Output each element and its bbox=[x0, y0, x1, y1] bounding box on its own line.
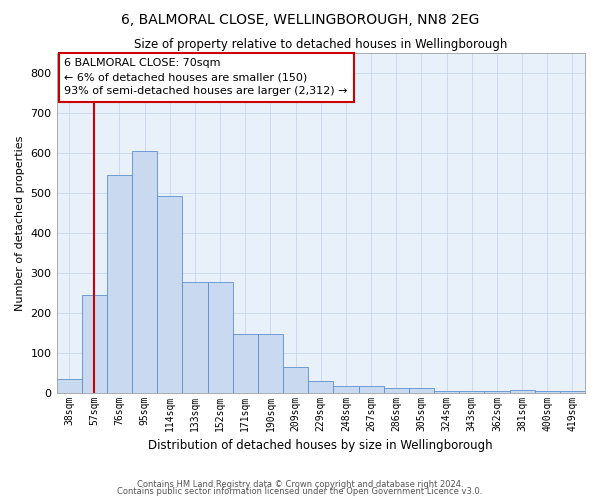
Bar bbox=[484, 391, 509, 393]
Bar bbox=[334, 386, 359, 393]
Bar bbox=[535, 391, 560, 393]
Bar bbox=[434, 391, 459, 393]
Bar bbox=[132, 151, 157, 393]
Bar bbox=[157, 196, 182, 393]
Text: 6, BALMORAL CLOSE, WELLINGBOROUGH, NN8 2EG: 6, BALMORAL CLOSE, WELLINGBOROUGH, NN8 2… bbox=[121, 12, 479, 26]
Text: Contains public sector information licensed under the Open Government Licence v3: Contains public sector information licen… bbox=[118, 487, 482, 496]
Bar bbox=[383, 388, 409, 393]
Bar bbox=[233, 334, 258, 393]
Bar bbox=[560, 391, 585, 393]
Bar bbox=[509, 390, 535, 393]
Bar bbox=[258, 334, 283, 393]
Bar bbox=[409, 388, 434, 393]
Bar bbox=[283, 367, 308, 393]
Bar bbox=[82, 295, 107, 393]
Bar bbox=[107, 175, 132, 393]
X-axis label: Distribution of detached houses by size in Wellingborough: Distribution of detached houses by size … bbox=[148, 440, 493, 452]
Text: 6 BALMORAL CLOSE: 70sqm
← 6% of detached houses are smaller (150)
93% of semi-de: 6 BALMORAL CLOSE: 70sqm ← 6% of detached… bbox=[64, 58, 348, 96]
Bar bbox=[208, 282, 233, 393]
Bar bbox=[56, 379, 82, 393]
Bar bbox=[359, 386, 383, 393]
Text: Contains HM Land Registry data © Crown copyright and database right 2024.: Contains HM Land Registry data © Crown c… bbox=[137, 480, 463, 489]
Bar bbox=[308, 381, 334, 393]
Title: Size of property relative to detached houses in Wellingborough: Size of property relative to detached ho… bbox=[134, 38, 508, 51]
Bar bbox=[459, 391, 484, 393]
Bar bbox=[182, 282, 208, 393]
Y-axis label: Number of detached properties: Number of detached properties bbox=[15, 136, 25, 311]
